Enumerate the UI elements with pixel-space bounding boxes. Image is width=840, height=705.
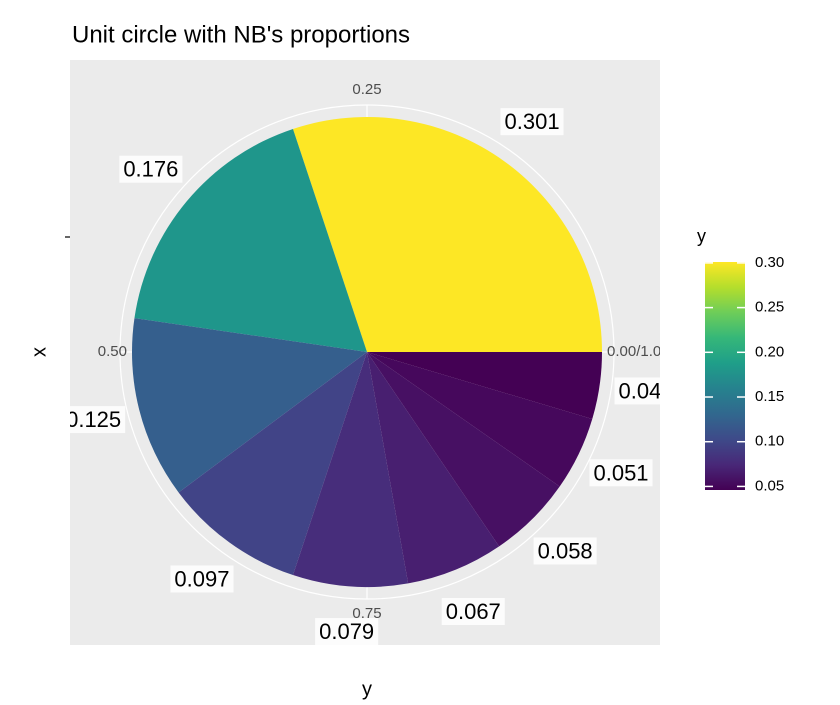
slice (367, 352, 602, 419)
legend: y 0.05 0.10 0.15 0.20 0.25 0.30 (697, 226, 784, 495)
legend-title: y (697, 226, 706, 246)
data-label: 0.067 (441, 598, 505, 626)
data-label-text: 0.125 (66, 407, 121, 432)
data-label-bg (170, 565, 234, 593)
legend-tick-label: 0.20 (755, 343, 784, 360)
legend-tick-label: 0.15 (755, 388, 784, 405)
theta-tick-label: 0.75 (352, 605, 381, 622)
theta-tick-label: 0.00/1.00 (607, 343, 670, 360)
legend-tick-label: 0.05 (755, 477, 784, 494)
data-label-bg (500, 108, 564, 136)
data-label-bg (441, 598, 505, 626)
data-label: 0.058 (533, 537, 597, 565)
slice (367, 352, 560, 547)
data-label-text: 0.301 (505, 109, 560, 134)
data-label-bg (70, 406, 126, 434)
data-label-text: 0.051 (593, 460, 648, 485)
chart-title: Unit circle with NB's proportions (72, 21, 410, 48)
legend-tick-label: 0.30 (755, 254, 784, 271)
slice (292, 352, 409, 587)
slice (178, 352, 367, 576)
data-label-text: 0.058 (538, 538, 593, 563)
slice (367, 352, 593, 487)
data-label-text: 0.097 (174, 566, 229, 591)
colorbar (705, 262, 745, 490)
plot-area: 0.301 0.176 0.125 0.097 0.079 0.067 0.058 0.051… (66, 81, 674, 645)
slice (134, 128, 367, 352)
data-label-bg (589, 459, 653, 487)
axis-label-x: x (28, 347, 50, 357)
slice (367, 352, 500, 584)
legend-tick-label: 0.25 (755, 299, 784, 316)
data-label-bg (614, 377, 660, 405)
data-label-text: 0.176 (123, 157, 178, 182)
data-label-text: 0.079 (319, 619, 374, 644)
slice (132, 318, 367, 493)
theta-tick-label: 0.25 (352, 81, 381, 98)
data-label-bg (119, 155, 183, 183)
data-label-text: 0.046 (619, 378, 674, 403)
data-label: 0.301 (500, 108, 564, 136)
theta-tick-label: 0.50 (98, 343, 127, 360)
data-label: 0.176 (119, 155, 183, 183)
slice (292, 117, 602, 352)
axis-label-y: y (362, 678, 372, 700)
data-label-text: 0.067 (446, 599, 501, 624)
data-label: 0.046 (614, 377, 674, 405)
data-label: 0.125 (66, 406, 126, 434)
data-label: 0.051 (589, 459, 653, 487)
data-label: 0.079 (315, 618, 379, 645)
data-label: 0.097 (170, 565, 234, 593)
legend-tick-label: 0.10 (755, 433, 784, 450)
data-label-bg (315, 618, 379, 645)
data-label-bg (533, 537, 597, 565)
